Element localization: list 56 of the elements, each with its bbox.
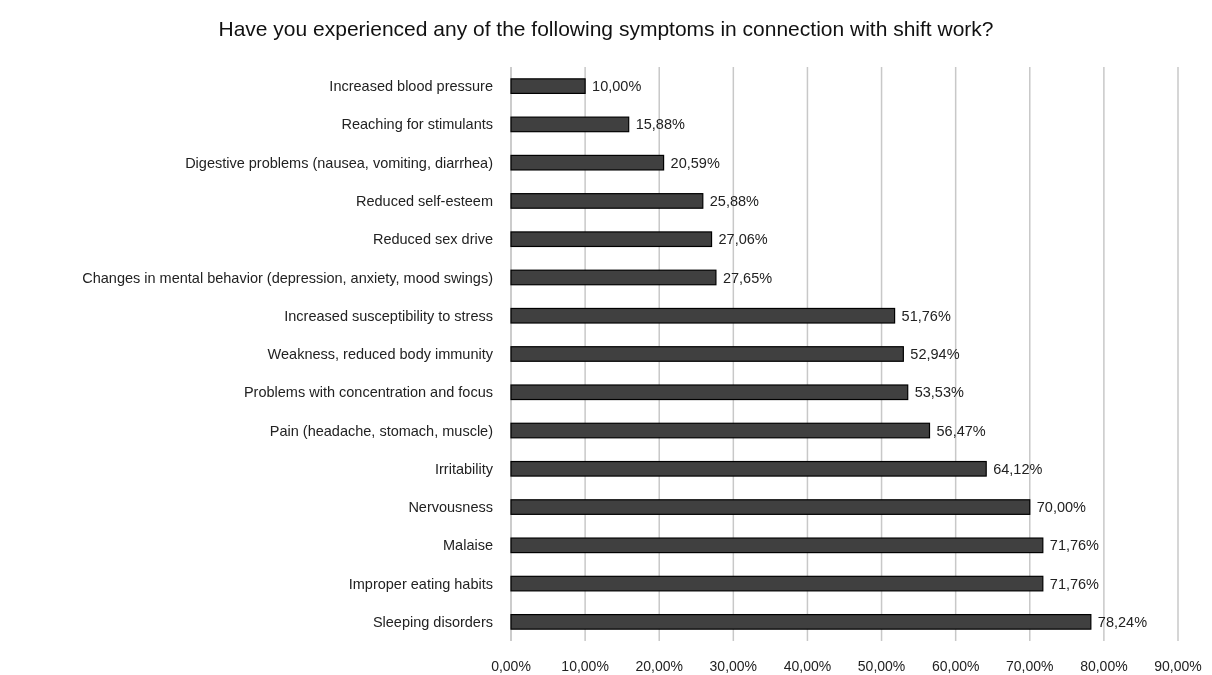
bar: [510, 269, 717, 286]
data-label: 20,59%: [670, 154, 720, 171]
bar: [510, 537, 1044, 554]
x-tick-label: 20,00%: [635, 658, 683, 674]
x-tick-label: 30,00%: [709, 658, 758, 674]
x-tick-label: 70,00%: [1006, 658, 1054, 674]
data-label: 52,94%: [910, 346, 960, 363]
bar: [510, 307, 896, 324]
data-label: 71,76%: [1049, 537, 1100, 554]
x-tick-label: 10,00%: [561, 658, 609, 674]
bar: [510, 193, 704, 209]
bar: [510, 614, 1092, 630]
data-label: 78,24%: [1097, 613, 1148, 630]
bar: [510, 78, 586, 94]
data-label: 27,06%: [718, 231, 768, 248]
data-label: 64,12%: [993, 460, 1043, 477]
y-tick-label: Nervousness: [408, 499, 493, 516]
y-tick-label: Increased blood pressure: [329, 78, 493, 95]
y-tick-label: Weakness, reduced body immunity: [267, 346, 494, 363]
y-tick-label: Improper eating habits: [348, 575, 493, 592]
y-tick-label: Increased susceptibility to stress: [284, 307, 493, 324]
bar: [510, 422, 931, 439]
y-tick-label: Irritability: [434, 460, 494, 477]
x-tick-label: 80,00%: [1080, 658, 1128, 674]
x-tick-label: 0,00%: [491, 658, 531, 674]
bar: [510, 231, 713, 248]
x-tick-label: 90,00%: [1154, 658, 1202, 674]
chart-title: Have you experienced any of the following symptoms in connection with shift work?: [218, 17, 994, 40]
x-tick-label: 50,00%: [857, 658, 906, 674]
bar: [510, 499, 1031, 515]
bar: [510, 346, 904, 362]
data-label: 51,76%: [901, 307, 951, 324]
data-label: 25,88%: [709, 193, 760, 210]
data-label: 56,47%: [936, 422, 986, 439]
y-tick-label: Sleeping disorders: [372, 613, 493, 630]
data-label: 71,76%: [1049, 575, 1100, 592]
y-tick-label: Problems with concentration and focus: [243, 384, 493, 401]
y-tick-label: Pain (headache, stomach, muscle): [269, 422, 493, 439]
y-tick-label: Reaching for stimulants: [341, 116, 493, 133]
bar: [510, 116, 630, 133]
data-label: 27,65%: [722, 269, 773, 286]
bar: [510, 154, 665, 171]
bar: [510, 575, 1044, 592]
data-label: 10,00%: [592, 78, 642, 95]
x-tick-label: 40,00%: [783, 658, 832, 674]
data-label: 70,00%: [1036, 499, 1087, 516]
y-tick-label: Malaise: [443, 537, 493, 554]
bar: [510, 460, 987, 477]
data-label: 15,88%: [635, 116, 685, 133]
y-tick-label: Reduced self-esteem: [355, 193, 493, 210]
x-tick-label: 60,00%: [931, 658, 980, 674]
y-tick-label: Changes in mental behavior (depression, anxiety, mood swings): [82, 269, 493, 286]
data-label: 53,53%: [914, 384, 964, 401]
y-tick-label: Digestive problems (nausea, vomiting, diarrhea): [185, 154, 493, 171]
bar: [510, 384, 909, 401]
y-tick-label: Reduced sex drive: [372, 231, 493, 248]
